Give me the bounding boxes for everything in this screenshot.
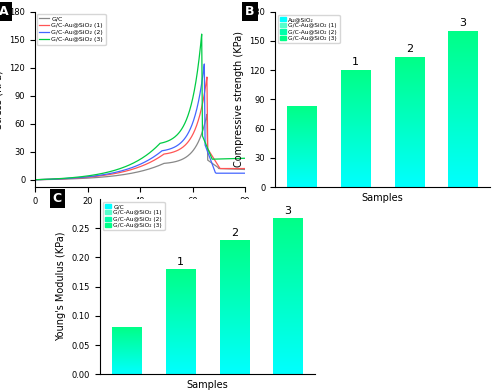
X-axis label: Samples: Samples xyxy=(186,380,228,390)
G/C-Au@SiO₂ (1) xyxy=(176,147,182,152)
G/C-Au@SiO₂ (1) xyxy=(128,168,134,172)
X-axis label: Strain (%): Strain (%) xyxy=(116,211,164,222)
G/C-Au@SiO₂ (1) xyxy=(234,166,239,171)
G/C-Au@SiO₂ (1) xyxy=(232,166,237,171)
G/C-Au@SiO₂ (3) xyxy=(230,156,236,161)
G/C-Au@SiO₂ (1) xyxy=(204,75,210,80)
Legend: G/C, G/C-Au@SiO₂ (1), G/C-Au@SiO₂ (2), G/C-Au@SiO₂ (3): G/C, G/C-Au@SiO₂ (1), G/C-Au@SiO₂ (2), G… xyxy=(103,202,164,230)
G/C-Au@SiO₂ (1) xyxy=(32,177,38,182)
Line: G/C-Au@SiO₂ (3): G/C-Au@SiO₂ (3) xyxy=(35,34,245,180)
G/C-Au@SiO₂ (3) xyxy=(198,32,204,36)
G/C-Au@SiO₂ (2) xyxy=(230,171,236,176)
G/C-Au@SiO₂ (3) xyxy=(172,134,178,139)
Y-axis label: Stress (KPa): Stress (KPa) xyxy=(0,70,4,129)
Line: G/C-Au@SiO₂ (2): G/C-Au@SiO₂ (2) xyxy=(35,64,245,180)
Y-axis label: Young's Modulus (KPa): Young's Modulus (KPa) xyxy=(56,232,66,341)
G/C xyxy=(128,171,134,176)
Legend: Au@SiO₂, G/C-Au@SiO₂ (1), G/C-Au@SiO₂ (2), G/C-Au@SiO₂ (3): Au@SiO₂, G/C-Au@SiO₂ (1), G/C-Au@SiO₂ (2… xyxy=(278,14,340,43)
G/C-Au@SiO₂ (2) xyxy=(242,171,248,176)
G/C xyxy=(233,167,239,172)
G/C-Au@SiO₂ (3) xyxy=(48,177,54,181)
G/C xyxy=(48,177,54,182)
G/C xyxy=(242,167,248,172)
G/C xyxy=(176,158,182,163)
G/C xyxy=(32,177,38,182)
G/C-Au@SiO₂ (1) xyxy=(48,177,54,182)
Text: 2: 2 xyxy=(231,228,238,238)
G/C-Au@SiO₂ (2) xyxy=(174,143,180,148)
Text: A: A xyxy=(0,5,9,18)
G/C xyxy=(106,174,112,179)
G/C-Au@SiO₂ (3) xyxy=(32,177,38,182)
G/C-Au@SiO₂ (2) xyxy=(202,62,207,66)
G/C-Au@SiO₂ (1) xyxy=(242,166,248,171)
G/C xyxy=(231,167,237,172)
G/C xyxy=(204,112,210,117)
G/C-Au@SiO₂ (1) xyxy=(106,172,112,177)
Y-axis label: Compressive strength (KPa): Compressive strength (KPa) xyxy=(234,32,244,167)
Line: G/C-Au@SiO₂ (1): G/C-Au@SiO₂ (1) xyxy=(35,77,245,180)
Text: 2: 2 xyxy=(406,44,413,54)
Text: 3: 3 xyxy=(284,206,292,216)
G/C-Au@SiO₂ (2) xyxy=(48,177,54,182)
Text: B: B xyxy=(245,5,254,18)
G/C-Au@SiO₂ (3) xyxy=(228,156,234,161)
Text: 1: 1 xyxy=(352,57,359,67)
Text: 3: 3 xyxy=(460,18,466,28)
G/C-Au@SiO₂ (2) xyxy=(126,166,132,171)
G/C-Au@SiO₂ (3) xyxy=(242,156,248,161)
G/C-Au@SiO₂ (3) xyxy=(104,170,110,175)
Legend: G/C, G/C-Au@SiO₂ (1), G/C-Au@SiO₂ (2), G/C-Au@SiO₂ (3): G/C, G/C-Au@SiO₂ (1), G/C-Au@SiO₂ (2), G… xyxy=(37,14,106,45)
X-axis label: Samples: Samples xyxy=(362,193,404,203)
G/C-Au@SiO₂ (3) xyxy=(124,163,130,168)
Text: C: C xyxy=(52,192,62,205)
Line: G/C: G/C xyxy=(35,114,245,180)
G/C-Au@SiO₂ (2) xyxy=(32,177,38,182)
Text: 1: 1 xyxy=(177,257,184,267)
G/C-Au@SiO₂ (2) xyxy=(232,171,238,176)
G/C-Au@SiO₂ (2) xyxy=(104,172,110,176)
